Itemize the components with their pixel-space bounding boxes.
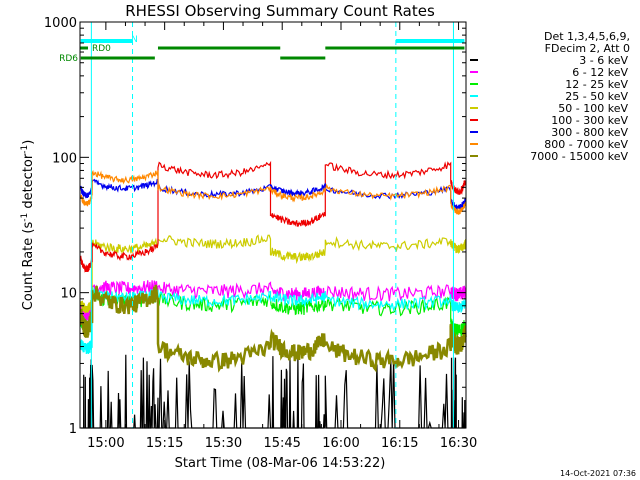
y-tick-label-1: 10 (60, 287, 77, 302)
x-axis: 15:00 15:15 15:30 15:45 16:00 16:15 16:30 (87, 22, 477, 451)
x-tick-label-1: 15:15 (146, 436, 183, 451)
y-axis: 1 10 100 1000 (44, 16, 466, 437)
plot-series (79, 160, 467, 429)
legend-label-5: 100 - 300 keV (551, 114, 628, 127)
y-tick-label-0: 1 (69, 422, 77, 437)
legend-label-3: 25 - 50 keV (565, 90, 628, 103)
legend-label-1: 6 - 12 keV (572, 66, 628, 79)
y-tick-label-2: 100 (52, 151, 77, 166)
x-axis-label: Start Time (08-Mar-06 14:53:22) (175, 456, 386, 471)
x-tick-label-4: 16:00 (322, 436, 359, 451)
x-tick-label-5: 16:15 (381, 436, 418, 451)
flag-marker-n: N (131, 35, 138, 45)
legend-header-line-1: Det 1,3,4,5,6,9, (544, 30, 630, 43)
legend-label-4: 50 - 100 keV (558, 102, 628, 115)
flag-label-rd0: RD0 (92, 44, 111, 54)
plot-overlays: RD0 RD6 N (59, 22, 465, 428)
flag-label-rd6: RD6 (59, 54, 78, 64)
legend-header-line-2: FDecim 2, Att 0 (545, 42, 630, 55)
legend-label-8: 7000 - 15000 keV (530, 150, 628, 163)
x-tick-label-0: 15:00 (87, 436, 124, 451)
y-tick-label-3: 1000 (44, 16, 77, 31)
legend-label-2: 12 - 25 keV (565, 78, 628, 91)
x-tick-label-2: 15:30 (205, 436, 242, 451)
plot-frame (79, 21, 467, 429)
series-line-0 (80, 354, 466, 429)
legend-label-7: 800 - 7000 keV (544, 138, 628, 151)
footer-timestamp: 14-Oct-2021 07:36 (560, 469, 636, 478)
series-line-8 (79, 284, 467, 373)
legend-label-0: 3 - 6 keV (579, 54, 628, 67)
chart-title: RHESSI Observing Summary Count Rates (125, 2, 435, 20)
x-tick-label-6: 16:30 (440, 436, 477, 451)
x-tick-label-3: 15:45 (263, 436, 300, 451)
series-line-7 (80, 169, 467, 215)
y-axis-label: Count Rate (s-1 detector-1) (20, 140, 36, 311)
legend-label-6: 300 - 800 keV (551, 126, 628, 139)
